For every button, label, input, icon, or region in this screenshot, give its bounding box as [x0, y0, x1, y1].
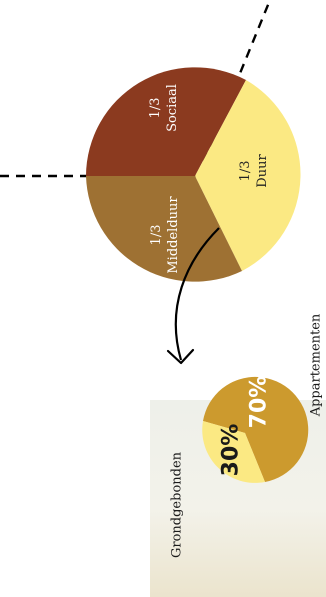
label-middelduur-fraction: 1/3: [149, 225, 164, 246]
label-duur-name: Duur: [255, 154, 270, 188]
pie-slice-middelduur: [86, 176, 242, 282]
percent-appartementen: 70%: [247, 376, 272, 429]
pie-slice-grondgebonden: [202, 421, 265, 483]
label-duur: 1/3 Duur: [238, 154, 270, 188]
label-duur-fraction: 1/3: [238, 161, 253, 182]
label-middelduur: 1/3 Middelduur: [149, 196, 181, 274]
pie-slice-sociaal: [86, 67, 246, 176]
connector-arrow-line: [174, 227, 220, 361]
label-appartementen: Appartementen: [309, 313, 324, 417]
pie-slice-appartementen: [203, 376, 309, 482]
label-sociaal-fraction: 1/3: [148, 98, 163, 119]
label-sociaal-name: Sociaal: [165, 84, 180, 132]
label-grondgebonden: Grondgebonden: [170, 451, 185, 558]
arrow-head-icon: [166, 348, 195, 365]
percent-grondgebonden: 30%: [219, 424, 244, 477]
pie-slice-duur: [195, 80, 301, 271]
label-sociaal: 1/3 Sociaal: [148, 84, 180, 132]
label-middelduur-name: Middelduur: [166, 196, 181, 274]
